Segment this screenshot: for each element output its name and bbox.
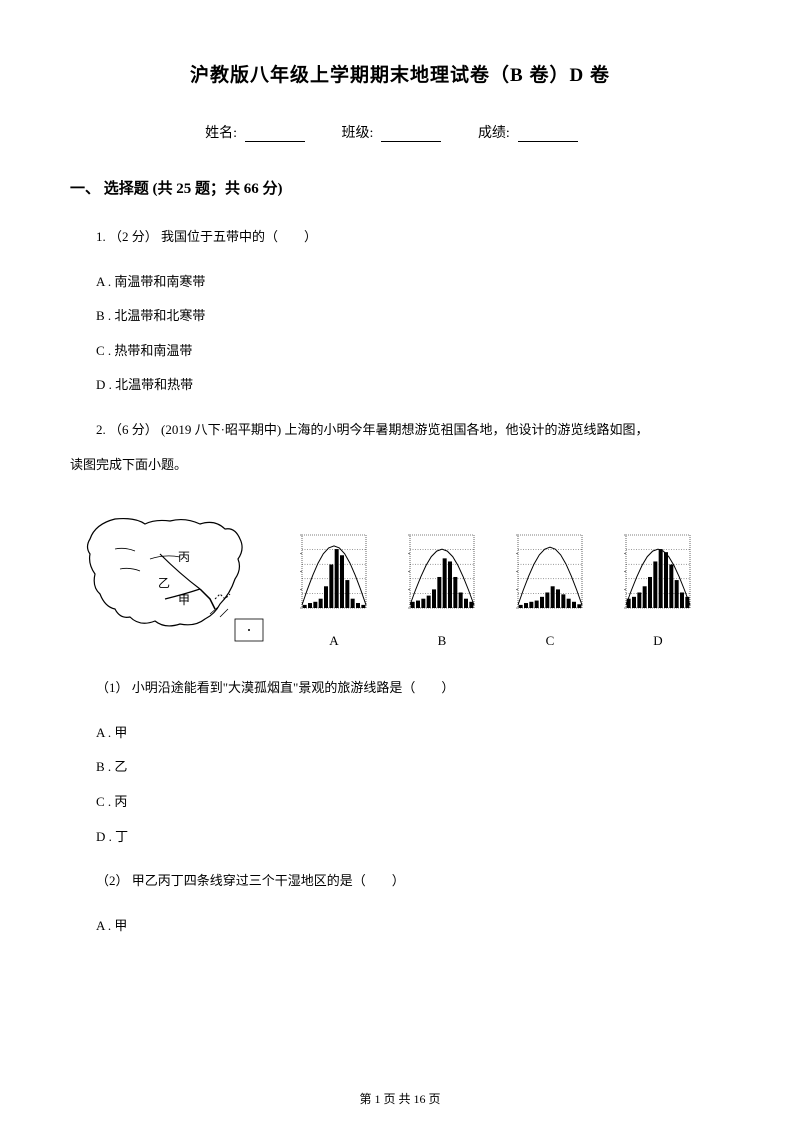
q2-sub2-option-a: A . 甲 — [70, 912, 730, 941]
section-header: 一、 选择题 (共 25 题；共 66 分) — [70, 177, 730, 198]
q2-stem-line2: 读图完成下面小题。 — [70, 451, 730, 480]
figure-container: 丙 乙 甲 A B C D — [70, 499, 730, 649]
chart-d-label: D — [614, 633, 702, 649]
student-info-line: 姓名: 班级: 成绩: — [70, 122, 730, 142]
chart-a-label: A — [290, 633, 378, 649]
q1-option-b: B . 北温带和北寒带 — [70, 302, 730, 331]
chart-c-block: C — [506, 525, 594, 649]
map-label-jia: 甲 — [178, 593, 190, 607]
page-footer: 第 1 页 共 16 页 — [0, 1090, 800, 1107]
china-map: 丙 乙 甲 — [70, 499, 270, 649]
q1-stem: 1. （2 分） 我国位于五带中的（ ） — [70, 223, 730, 252]
climate-charts: A B C D — [290, 525, 702, 649]
score-label: 成绩: — [478, 126, 510, 141]
chart-b — [398, 525, 486, 620]
name-label: 姓名: — [205, 126, 237, 141]
score-blank — [518, 128, 578, 142]
chart-b-label: B — [398, 633, 486, 649]
q1-option-a: A . 南温带和南寒带 — [70, 268, 730, 297]
q2-sub1-option-a: A . 甲 — [70, 719, 730, 748]
q1-option-d: D . 北温带和热带 — [70, 371, 730, 400]
chart-a-block: A — [290, 525, 378, 649]
chart-d — [614, 525, 702, 620]
chart-b-block: B — [398, 525, 486, 649]
class-label: 班级: — [342, 126, 374, 141]
class-blank — [381, 128, 441, 142]
q2-sub1-option-d: D . 丁 — [70, 823, 730, 852]
q1-option-c: C . 热带和南温带 — [70, 337, 730, 366]
chart-c-label: C — [506, 633, 594, 649]
map-label-bing: 丙 — [178, 550, 190, 564]
q2-sub2-stem: （2） 甲乙丙丁四条线穿过三个干湿地区的是（ ） — [70, 867, 730, 896]
q2-sub1-stem: （1） 小明沿途能看到"大漠孤烟直"景观的旅游线路是（ ） — [70, 674, 730, 703]
chart-d-block: D — [614, 525, 702, 649]
page-title: 沪教版八年级上学期期末地理试卷（B 卷）D 卷 — [70, 60, 730, 87]
chart-c — [506, 525, 594, 620]
q2-sub1-option-b: B . 乙 — [70, 753, 730, 782]
q2-sub1-option-c: C . 丙 — [70, 788, 730, 817]
name-blank — [245, 128, 305, 142]
chart-a — [290, 525, 378, 620]
q2-stem-line1: 2. （6 分） (2019 八下·昭平期中) 上海的小明今年暑期想游览祖国各地… — [70, 416, 730, 445]
map-label-yi: 乙 — [158, 576, 170, 590]
